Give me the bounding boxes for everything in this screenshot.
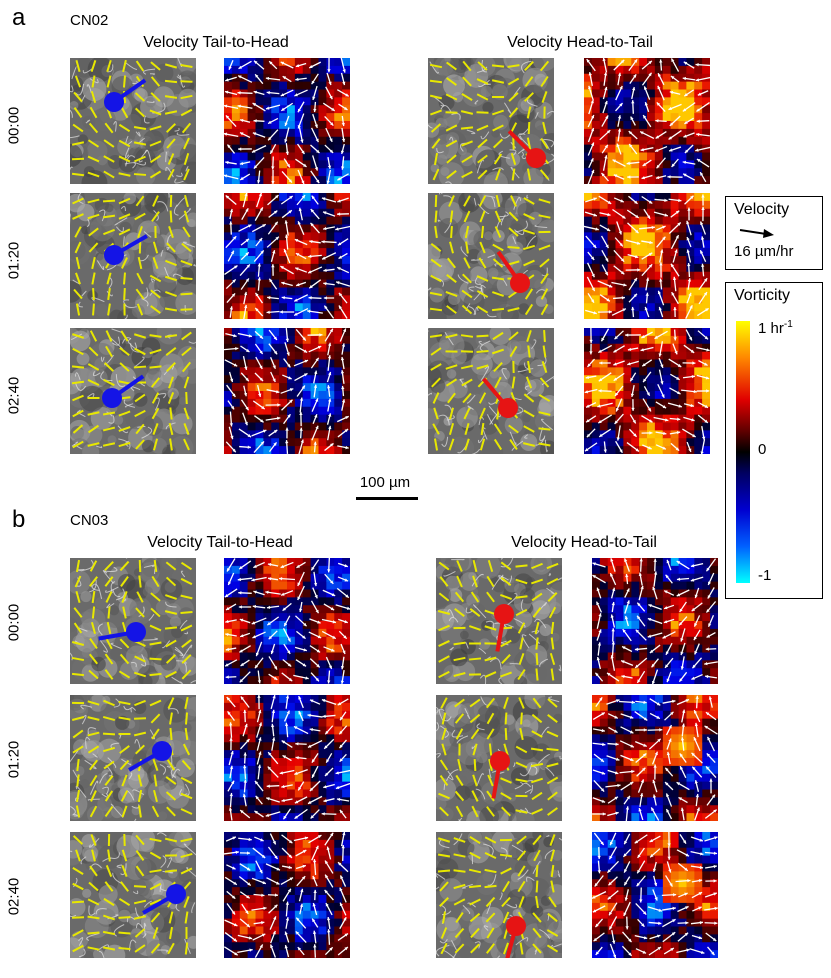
phase-image: [428, 328, 554, 454]
time-label: 02:40: [5, 877, 23, 916]
sample-label-cn03: CN03: [70, 512, 109, 529]
velocity-legend-title: Velocity: [734, 201, 790, 218]
phase-image: [70, 193, 196, 319]
scale-bar-label: 100 µm: [359, 474, 411, 491]
title-head-to-tail-b: Velocity Head-to-Tail: [511, 534, 657, 551]
velocity-arrow-icon: [739, 229, 774, 238]
time-label: 00:00: [5, 106, 23, 145]
phase-image: [70, 695, 196, 821]
velocity-legend: Velocity 16 µm/hr: [725, 196, 823, 270]
time-label: 02:40: [5, 376, 23, 415]
vorticity-map: [584, 58, 710, 184]
scale-bar: [356, 497, 418, 500]
phase-image: [436, 832, 562, 958]
velocity-legend-value: 16 µm/hr: [734, 243, 794, 260]
sample-label-cn02: CN02: [70, 12, 109, 29]
vorticity-max-label: 1 hr-1: [758, 319, 793, 337]
vorticity-map: [584, 193, 710, 319]
vorticity-min-label: -1: [758, 567, 772, 584]
phase-image: [70, 328, 196, 454]
time-label: 01:20: [5, 241, 23, 280]
phase-image: [70, 58, 196, 184]
time-label: 00:00: [5, 603, 23, 642]
vorticity-map: [224, 58, 350, 184]
vorticity-mid-label: 0: [758, 441, 767, 458]
vorticity-map: [592, 832, 718, 958]
phase-image: [70, 832, 196, 958]
phase-image: [436, 558, 562, 684]
panel-letter-a: a: [12, 4, 26, 31]
title-tail-to-head-b: Velocity Tail-to-Head: [147, 534, 293, 551]
vorticity-map: [224, 193, 350, 319]
vorticity-map: [224, 695, 350, 821]
vorticity-map: [592, 695, 718, 821]
time-label: 01:20: [5, 740, 23, 779]
title-tail-to-head-a: Velocity Tail-to-Head: [143, 34, 289, 51]
title-head-to-tail-a: Velocity Head-to-Tail: [507, 34, 653, 51]
vorticity-colorbar: [736, 321, 750, 583]
panel-letter-b: b: [12, 506, 26, 533]
vorticity-map: [584, 328, 710, 454]
phase-image: [70, 558, 196, 684]
phase-image: [428, 58, 554, 184]
vorticity-map: [224, 558, 350, 684]
phase-image: [436, 695, 562, 821]
phase-image: [428, 193, 554, 319]
vorticity-legend-title: Vorticity: [734, 287, 791, 304]
vorticity-map: [592, 558, 718, 684]
vorticity-map: [224, 328, 350, 454]
vorticity-legend: Vorticity 1 hr-1 0 -1: [725, 282, 823, 599]
vorticity-map: [224, 832, 350, 958]
